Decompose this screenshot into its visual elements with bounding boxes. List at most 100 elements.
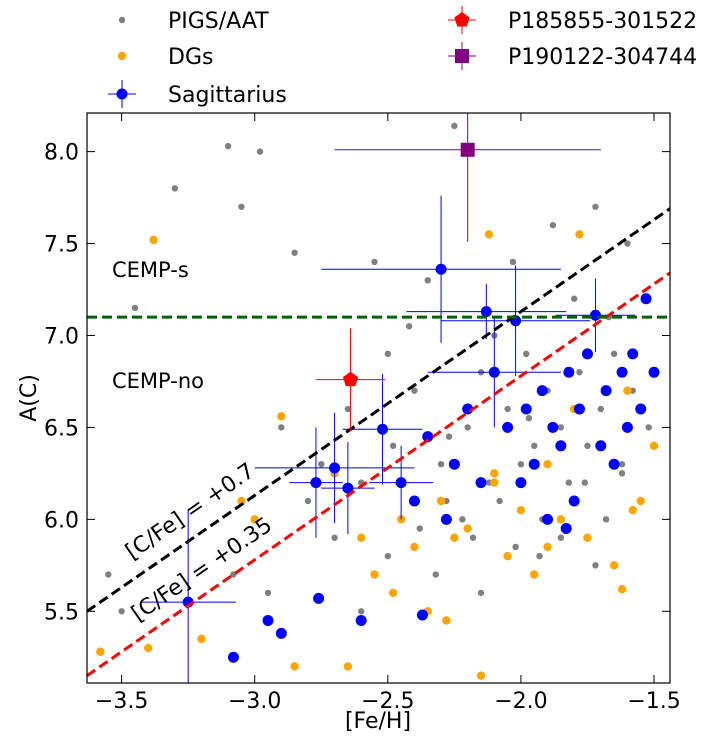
point [310, 477, 322, 489]
point [250, 515, 259, 524]
point [557, 424, 565, 431]
point [262, 614, 274, 626]
point [484, 230, 494, 239]
point [475, 477, 487, 489]
point [628, 505, 637, 515]
point [573, 403, 585, 415]
y-tick-label: 7.0 [44, 324, 79, 349]
point [410, 542, 419, 552]
point [464, 424, 471, 431]
legend-label: PIGS/AAT [168, 9, 269, 34]
point [648, 366, 660, 378]
legend-label: DGs [168, 45, 213, 70]
point [592, 203, 599, 210]
point [557, 534, 565, 541]
point [291, 249, 298, 256]
point [432, 571, 439, 578]
plot-area [87, 113, 670, 683]
point [576, 369, 583, 376]
point [343, 662, 353, 671]
point [480, 306, 492, 318]
point [237, 496, 246, 506]
point [384, 350, 392, 358]
reference-line [87, 207, 670, 613]
point [416, 609, 428, 621]
point [581, 479, 589, 486]
marker-square [460, 142, 475, 157]
y-tick-label: 5.5 [44, 600, 79, 625]
point [304, 497, 312, 505]
point [264, 589, 272, 597]
point [517, 460, 525, 468]
x-tick-label: −2.0 [494, 689, 547, 714]
point [568, 495, 580, 507]
point [436, 496, 446, 506]
legend-label: P185855-301522 [508, 9, 697, 34]
point [405, 323, 413, 330]
point [616, 366, 628, 378]
legend-marker [454, 12, 470, 27]
point [277, 412, 286, 421]
point [197, 634, 206, 644]
point [131, 304, 139, 312]
point [649, 441, 659, 451]
point [525, 415, 533, 422]
point [597, 405, 604, 413]
point [488, 366, 500, 378]
point [496, 497, 503, 505]
point [344, 405, 352, 413]
x-tick-label: −3.0 [228, 689, 281, 714]
point [623, 386, 632, 395]
point [411, 387, 418, 394]
point [476, 671, 486, 680]
point [528, 458, 540, 470]
point [424, 277, 431, 284]
point [565, 479, 573, 486]
point [556, 515, 566, 524]
point [463, 524, 472, 533]
point [530, 570, 539, 579]
point [490, 469, 499, 478]
point [329, 462, 341, 474]
point [451, 122, 458, 130]
point [445, 433, 453, 440]
point [171, 185, 179, 192]
point [416, 525, 423, 532]
point [602, 516, 610, 523]
point [224, 142, 232, 150]
point [356, 533, 366, 542]
point [408, 495, 420, 507]
legend-marker [116, 88, 128, 100]
y-tick-label: 6.0 [44, 508, 79, 533]
y-tick-label: 8.0 [44, 141, 79, 166]
legend-marker [455, 49, 469, 63]
point [422, 431, 434, 443]
point [536, 385, 548, 397]
point [636, 496, 645, 506]
point [547, 421, 559, 433]
point [645, 424, 652, 431]
point [388, 588, 398, 598]
point [355, 614, 367, 626]
point [640, 293, 652, 305]
point [435, 263, 447, 275]
point [618, 460, 626, 468]
legend-label: Sagittarius [168, 83, 287, 108]
y-tick-label: 7.5 [44, 233, 79, 258]
point [608, 458, 620, 470]
point [440, 513, 452, 525]
annotation: CEMP-no [112, 369, 204, 393]
point [618, 470, 626, 477]
point [509, 258, 517, 266]
point [96, 647, 105, 656]
point [502, 421, 514, 433]
x-tick-label: −2.5 [361, 689, 414, 714]
annotation: CEMP-s [112, 258, 189, 282]
point [318, 460, 325, 468]
y-tick-label: 6.5 [44, 416, 79, 441]
x-tick-label: −3.5 [95, 689, 148, 714]
point [437, 460, 445, 468]
point [275, 627, 287, 639]
point [313, 592, 325, 604]
point [583, 533, 592, 542]
